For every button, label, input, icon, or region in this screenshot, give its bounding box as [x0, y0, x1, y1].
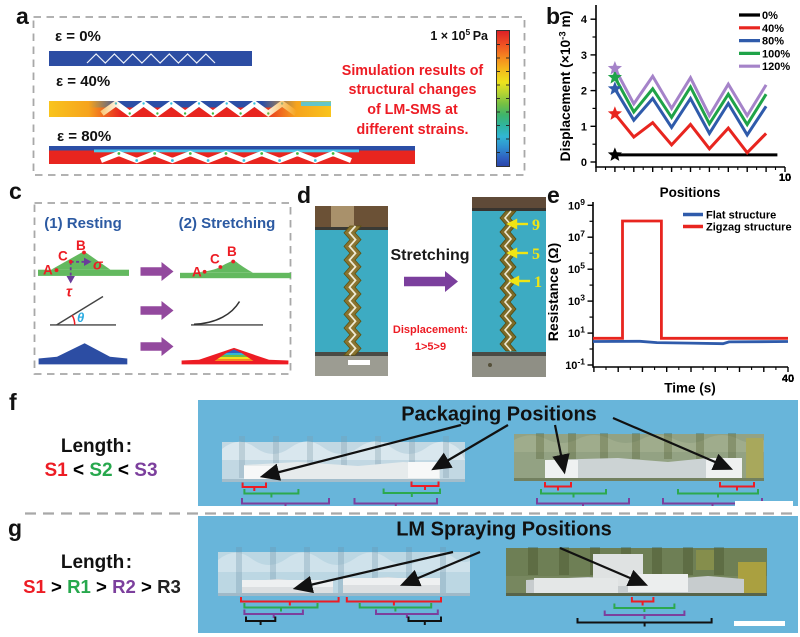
svg-text:LM Spraying Positions: LM Spraying Positions	[396, 518, 612, 540]
svg-text:1: 1	[581, 121, 587, 133]
svg-text:Zigzag structure: Zigzag structure	[706, 221, 792, 233]
svg-text:C: C	[210, 252, 220, 267]
svg-text:B: B	[76, 238, 86, 253]
svg-text:τ: τ	[66, 285, 73, 301]
svg-text:1: 1	[534, 274, 542, 291]
svg-text:A: A	[43, 263, 53, 278]
svg-text:10: 10	[779, 172, 791, 184]
svg-text:10: 10	[779, 172, 791, 184]
svg-text:3: 3	[581, 50, 587, 62]
svg-text:40: 40	[782, 373, 794, 385]
svg-text:40: 40	[782, 373, 794, 385]
svg-text:80%: 80%	[762, 36, 784, 48]
svg-text:40: 40	[782, 373, 794, 385]
svg-text:40%: 40%	[762, 23, 784, 35]
svg-text:101: 101	[568, 325, 585, 341]
svg-text:10: 10	[779, 172, 791, 184]
svg-text:40: 40	[782, 373, 794, 385]
svg-text:0%: 0%	[762, 10, 778, 22]
svg-text:Packaging Positions: Packaging Positions	[401, 404, 597, 426]
svg-text:0: 0	[581, 157, 587, 169]
svg-text:40: 40	[782, 373, 794, 385]
svg-text:100%: 100%	[762, 48, 790, 60]
svg-text:B: B	[227, 244, 237, 259]
svg-text:10: 10	[779, 172, 791, 184]
svg-text:120%: 120%	[762, 61, 790, 73]
svg-text:Flat structure: Flat structure	[706, 209, 776, 221]
svg-text:10: 10	[779, 172, 791, 184]
svg-text:40: 40	[782, 373, 794, 385]
svg-text:10: 10	[779, 172, 791, 184]
svg-text:A: A	[192, 265, 202, 280]
svg-text:40: 40	[782, 373, 794, 385]
svg-text:C: C	[58, 249, 68, 264]
svg-text:θ: θ	[77, 310, 84, 325]
svg-text:107: 107	[568, 229, 585, 245]
svg-text:10: 10	[779, 172, 791, 184]
svg-text:4: 4	[581, 14, 588, 26]
svg-text:(1) Resting: (1) Resting	[44, 215, 122, 232]
svg-text:Displacement (×10-3 m): Displacement (×10-3 m)	[558, 11, 574, 162]
svg-text:40: 40	[782, 373, 794, 385]
svg-text:105: 105	[568, 261, 585, 277]
svg-text:Time (s): Time (s)	[664, 381, 716, 396]
svg-text:2: 2	[581, 86, 587, 98]
svg-text:5: 5	[532, 246, 540, 263]
svg-text:Positions: Positions	[660, 185, 721, 200]
svg-text:109: 109	[568, 197, 585, 213]
svg-text:10: 10	[779, 172, 791, 184]
svg-text:10: 10	[779, 172, 791, 184]
svg-text:9: 9	[532, 217, 540, 234]
svg-text:Resistance (Ω): Resistance (Ω)	[545, 243, 561, 341]
svg-text:103: 103	[568, 293, 585, 309]
svg-text:10-1: 10-1	[565, 357, 585, 373]
svg-text:(2) Stretching: (2) Stretching	[179, 215, 276, 232]
svg-text:10: 10	[779, 172, 791, 184]
svg-text:σ: σ	[93, 258, 104, 274]
